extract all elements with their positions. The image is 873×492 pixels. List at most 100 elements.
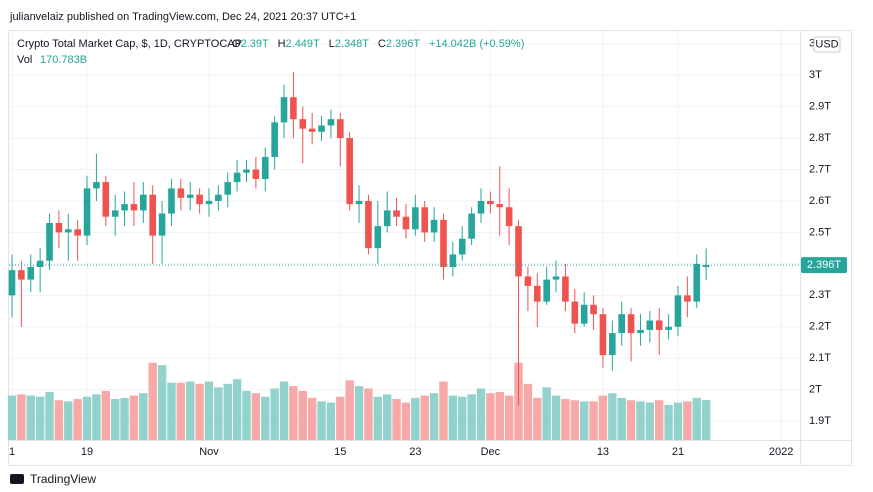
volume-bar (120, 397, 129, 440)
volume-bar (35, 396, 45, 440)
candle-body (599, 314, 607, 356)
volume-bar (401, 402, 411, 440)
volume-bar (261, 396, 270, 440)
volume-bar (232, 379, 242, 440)
y-tick-label: 1.9T (809, 415, 831, 427)
y-tick-label: 2.6T (809, 195, 831, 207)
candle-body (590, 304, 597, 315)
candle-body (487, 200, 494, 205)
label: L (329, 38, 335, 50)
volume-bar (289, 386, 298, 440)
candle-body (102, 182, 110, 217)
volume-bar (392, 399, 401, 440)
value: 2.396T (386, 38, 421, 50)
x-tick-label: 21 (672, 446, 684, 458)
candle-body (440, 219, 447, 268)
publisher: julianvelaiz published on TradingView.co… (9, 11, 356, 23)
volume-bar (495, 392, 504, 440)
volume-bar (110, 399, 120, 440)
volume-bar (354, 386, 364, 440)
volume-bar (167, 382, 176, 440)
volume-bar (364, 388, 373, 440)
volume-bar (448, 395, 458, 440)
x-tick-label: 2022 (769, 446, 793, 458)
label: O (232, 38, 241, 50)
candle-body (609, 333, 616, 356)
volume-bar (157, 365, 167, 440)
candle-body (177, 188, 185, 198)
x-tick-label: 15 (334, 446, 346, 458)
candle-body (505, 207, 513, 227)
y-tick-label: 2.2T (809, 321, 831, 333)
candle-body (8, 270, 16, 296)
volume-bar (429, 393, 439, 440)
volume-bar (54, 400, 64, 440)
candle-body (233, 172, 241, 183)
volume-bar (439, 381, 448, 440)
volume-bar (17, 394, 26, 440)
candle-body (515, 226, 522, 277)
y-tick-label: 2.8T (809, 132, 831, 144)
candle-body (702, 265, 710, 268)
candle-body (430, 219, 438, 233)
candle-body (346, 138, 353, 205)
volume-bar (279, 381, 289, 440)
y-tick-label: 3T (809, 69, 822, 81)
volume-bar (345, 380, 354, 440)
change: +14.042B (+0.59%) (429, 38, 524, 50)
volume-bar (195, 383, 204, 440)
candle-body (449, 254, 457, 268)
x-tick-label: 1 (9, 446, 15, 458)
candle-body (374, 226, 382, 249)
candle-body (205, 200, 213, 205)
last-price-label: 2.396T (807, 259, 842, 271)
candle-body (674, 295, 682, 327)
volume-bar (636, 401, 645, 440)
volume-bar (504, 395, 514, 440)
volume-bar (186, 381, 195, 440)
volume-bar (598, 395, 608, 440)
candle-body (83, 188, 91, 236)
candle-body (562, 276, 569, 302)
candle-body (571, 301, 579, 324)
volume-bar (101, 390, 110, 440)
y-tick-label: 2.7T (809, 163, 831, 175)
candle-body (646, 320, 654, 330)
volume-bar (523, 383, 533, 440)
volume-bar (561, 399, 570, 440)
volume-bar (129, 395, 139, 440)
logo-icon (10, 474, 24, 484)
candle-body (243, 169, 250, 173)
volume-bar (551, 395, 561, 440)
candle-body (18, 270, 25, 280)
volume-bar (307, 397, 317, 440)
candle-body (327, 119, 335, 126)
candle-body (655, 320, 663, 330)
candle-body (637, 329, 644, 334)
label: H (278, 38, 286, 50)
volume-value: 170.783B (40, 54, 87, 66)
y-tick-label: 2.3T (809, 289, 831, 301)
volume-bar (486, 393, 495, 440)
volume-bar (26, 395, 35, 440)
volume-bar (326, 402, 336, 440)
volume-label: Vol (17, 54, 32, 66)
symbol: Crypto Total Market Cap, $, 1D, CRYPTOCA… (17, 38, 242, 50)
volume-bar (139, 393, 148, 440)
volume-bar (298, 390, 307, 440)
candle-body (55, 222, 63, 233)
volume-bar (92, 394, 101, 440)
candle-body (140, 194, 147, 211)
volume-bar (608, 393, 617, 440)
volume-bar (251, 393, 261, 440)
candle-body (158, 213, 166, 236)
volume-bar (542, 387, 551, 440)
x-tick-label: 19 (81, 446, 93, 458)
candle-body (665, 326, 672, 330)
candle-body (618, 314, 625, 334)
candle-body (365, 200, 372, 249)
volume-bar (270, 388, 279, 440)
candle-body (121, 204, 128, 211)
candle-body (149, 194, 156, 236)
candle-body (261, 156, 269, 179)
